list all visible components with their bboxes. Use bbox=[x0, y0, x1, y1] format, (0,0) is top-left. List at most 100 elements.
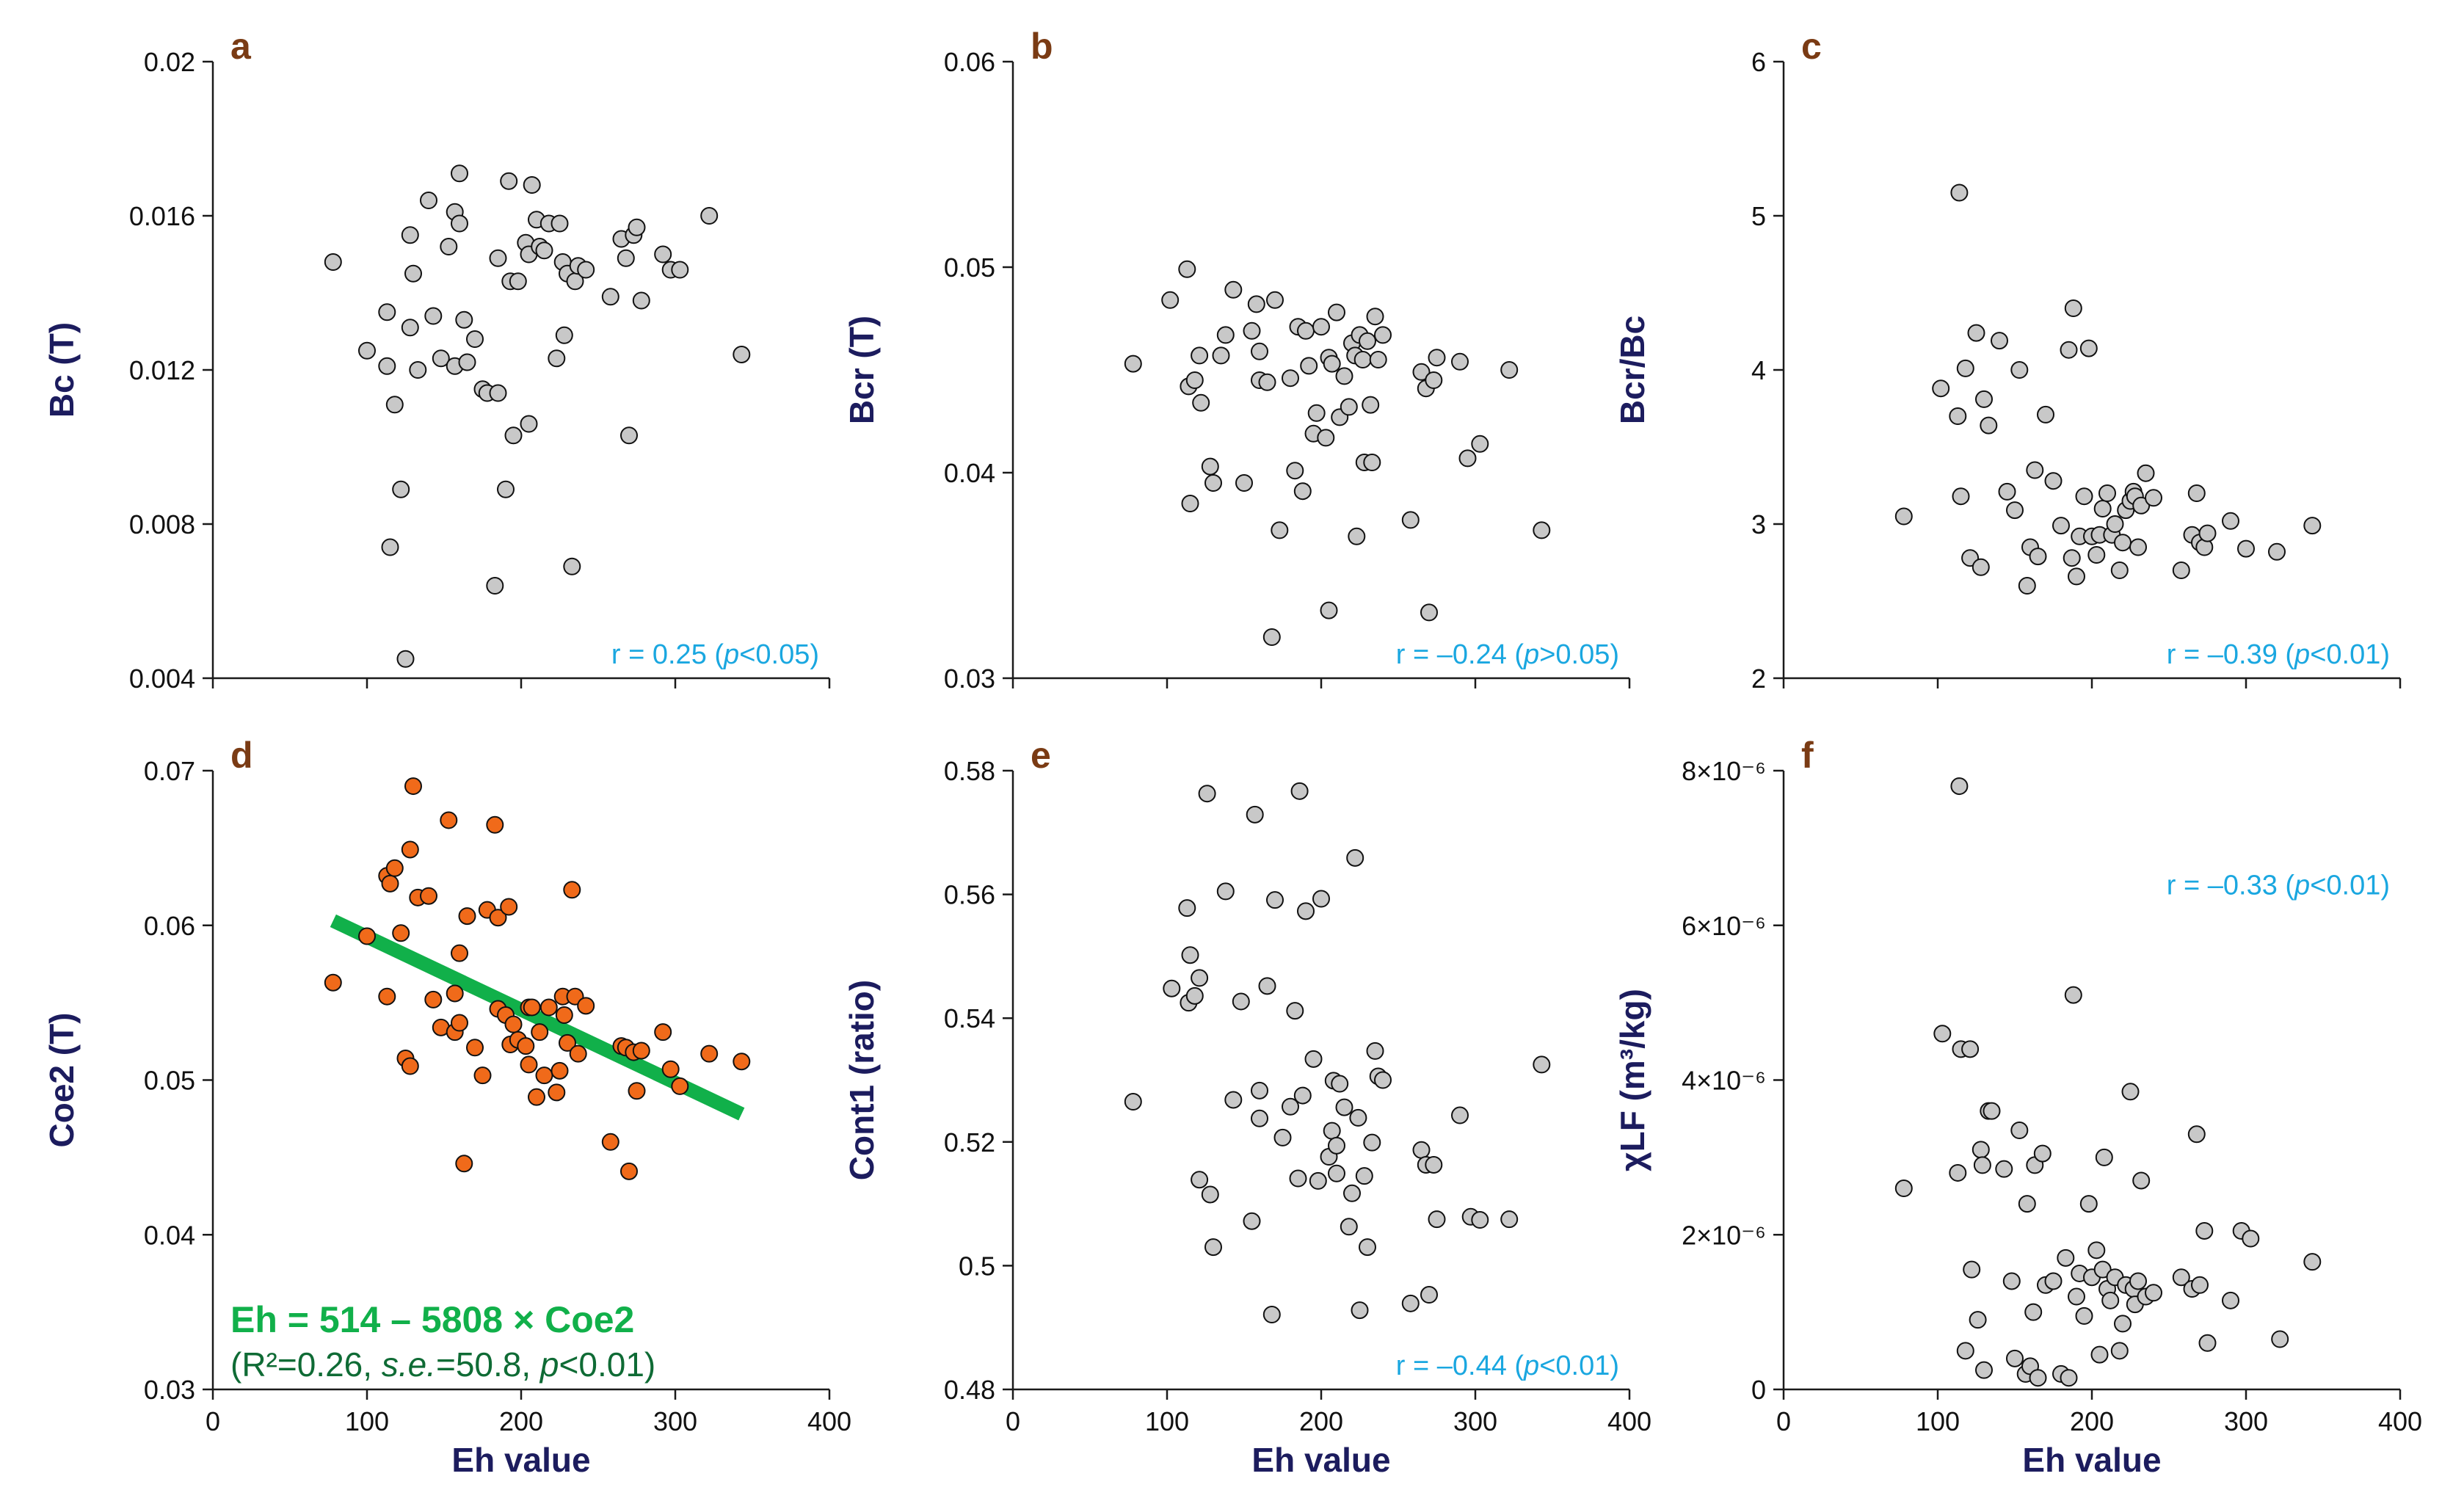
data-point bbox=[358, 341, 376, 360]
y-tick-label: 0 bbox=[1751, 1375, 1766, 1405]
data-point bbox=[2145, 489, 2162, 507]
data-point bbox=[1451, 1106, 1469, 1124]
data-point bbox=[2101, 1291, 2120, 1309]
data-point bbox=[1266, 891, 1284, 909]
data-point bbox=[1224, 280, 1243, 299]
x-tick-label: 400 bbox=[807, 1406, 851, 1436]
data-point bbox=[1975, 1361, 1993, 1379]
data-point bbox=[1972, 558, 1990, 576]
data-point bbox=[1251, 342, 1268, 360]
data-point bbox=[1216, 882, 1235, 901]
data-point bbox=[2114, 534, 2132, 552]
data-point bbox=[1320, 601, 1338, 619]
data-point bbox=[500, 898, 518, 916]
data-point bbox=[1178, 260, 1196, 278]
data-point bbox=[563, 557, 581, 575]
data-point bbox=[455, 1155, 473, 1173]
y-tick-label: 0.54 bbox=[944, 1003, 995, 1033]
data-point bbox=[1286, 1002, 1304, 1020]
data-point bbox=[577, 261, 595, 279]
data-point bbox=[1191, 1171, 1209, 1189]
data-point bbox=[577, 997, 595, 1015]
data-point bbox=[550, 1061, 569, 1080]
data-point bbox=[432, 349, 450, 368]
data-point bbox=[1297, 321, 1315, 340]
data-point bbox=[517, 1037, 535, 1055]
data-point bbox=[451, 164, 468, 183]
data-point bbox=[1243, 1212, 1261, 1230]
data-point bbox=[1224, 1091, 1243, 1109]
y-tick-label: 0.58 bbox=[944, 756, 995, 786]
data-point bbox=[2195, 1221, 2214, 1240]
data-point bbox=[1251, 1081, 1268, 1100]
data-point bbox=[1374, 1071, 1392, 1089]
y-tick-label: 0.004 bbox=[129, 664, 195, 694]
data-point bbox=[1297, 902, 1315, 920]
data-point bbox=[700, 207, 719, 225]
data-point bbox=[1348, 527, 1366, 545]
data-point bbox=[1363, 1133, 1381, 1152]
panel-a: 0.004 0.008 0.012 0.016 0.02 Bc (T) a r = 0.25 … bbox=[43, 26, 831, 694]
data-point bbox=[550, 214, 569, 233]
x-tick-label: 0 bbox=[1006, 1406, 1020, 1436]
data-point bbox=[1346, 848, 1364, 867]
data-point bbox=[661, 1060, 680, 1078]
data-point bbox=[620, 426, 638, 445]
data-point bbox=[1247, 295, 1265, 313]
data-point bbox=[1425, 1155, 1443, 1174]
x-tick-label: 100 bbox=[345, 1406, 389, 1436]
data-point bbox=[1192, 393, 1210, 412]
data-point bbox=[1975, 390, 1993, 408]
data-point bbox=[2087, 546, 2106, 564]
data-point bbox=[1282, 1097, 1299, 1116]
data-point bbox=[2033, 1144, 2052, 1163]
data-point bbox=[555, 1006, 573, 1024]
data-point bbox=[1216, 326, 1235, 344]
data-point bbox=[385, 859, 404, 877]
data-point bbox=[1980, 416, 1998, 435]
panel-letter: d bbox=[230, 735, 253, 776]
data-point bbox=[2110, 1342, 2129, 1360]
data-point bbox=[1124, 1093, 1142, 1111]
data-point bbox=[401, 226, 419, 244]
data-point bbox=[1185, 371, 1204, 389]
y-tick-label: 0.03 bbox=[144, 1375, 195, 1405]
y-tick-label: 0.012 bbox=[129, 355, 195, 385]
data-point bbox=[1317, 429, 1335, 447]
data-point bbox=[535, 241, 553, 260]
data-point bbox=[2129, 1272, 2147, 1290]
panel-letter: b bbox=[1031, 26, 1053, 67]
data-point bbox=[1343, 1184, 1361, 1202]
y-tick-label: 2×10⁻⁶ bbox=[1682, 1220, 1766, 1250]
data-point bbox=[1323, 1122, 1341, 1140]
data-point bbox=[1933, 1025, 1952, 1043]
data-point bbox=[2024, 1303, 2043, 1321]
data-point bbox=[1401, 511, 1420, 529]
data-point bbox=[2198, 1334, 2217, 1352]
data-point bbox=[1894, 1180, 1913, 1198]
data-point bbox=[1309, 1171, 1327, 1190]
y-tick-label: 8×10⁻⁶ bbox=[1682, 756, 1766, 786]
x-tick-label: 200 bbox=[499, 1406, 543, 1436]
correlation-annotation: r = –0.24 (p>0.05) bbox=[1396, 639, 1619, 670]
data-point bbox=[1349, 1108, 1367, 1127]
data-point bbox=[563, 881, 581, 899]
data-point bbox=[1312, 318, 1330, 336]
data-point bbox=[509, 272, 527, 291]
panel-letter: e bbox=[1031, 735, 1051, 776]
data-point bbox=[1369, 351, 1387, 368]
data-point bbox=[1201, 1185, 1219, 1204]
x-tick-label: 300 bbox=[2224, 1406, 2268, 1436]
y-tick-label: 4×10⁻⁶ bbox=[1682, 1066, 1766, 1096]
data-point bbox=[520, 415, 538, 433]
data-point bbox=[1323, 355, 1341, 373]
data-point bbox=[489, 909, 507, 927]
data-point bbox=[1335, 367, 1353, 385]
data-point bbox=[1271, 521, 1289, 539]
data-point bbox=[1972, 1141, 1990, 1159]
data-point bbox=[1307, 404, 1326, 422]
data-point bbox=[1191, 346, 1209, 365]
data-point bbox=[1340, 398, 1358, 416]
y-tick-label: 4 bbox=[1751, 355, 1766, 385]
data-point bbox=[2110, 561, 2129, 579]
